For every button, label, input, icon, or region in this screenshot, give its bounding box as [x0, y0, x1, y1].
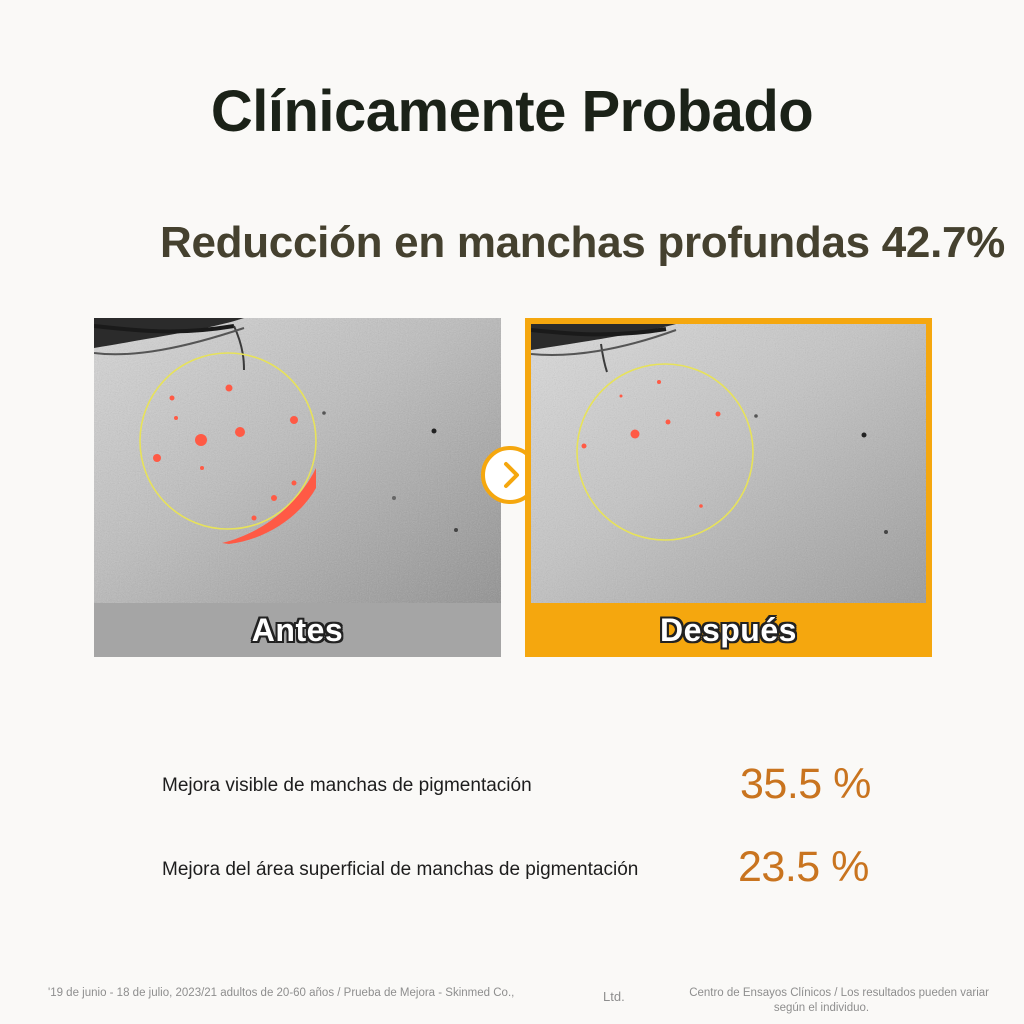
before-label: Antes — [251, 612, 344, 648]
footnote-disclaimer-line1: Centro de Ensayos Clínicos / Los resulta… — [689, 987, 989, 999]
footnote-disclaimer: Centro de Ensayos Clínicos / Los resulta… — [634, 986, 989, 1016]
footnote-ltd: Ltd. — [603, 989, 625, 1004]
headline: Reducción en manchas profundas 42.7% — [160, 218, 1005, 267]
after-label: Después — [660, 612, 797, 648]
after-skin-photo — [531, 324, 926, 603]
page-title: Clínicamente Probado — [210, 79, 814, 144]
chevron-right-icon — [504, 462, 519, 488]
stat-value-visible-improvement: 35.5 % — [740, 760, 871, 808]
after-panel: Después — [525, 318, 932, 657]
footnote-disclaimer-line2: según el individuo. — [773, 1002, 870, 1014]
stat-label-visible-improvement: Mejora visible de manchas de pigmentació… — [162, 775, 532, 796]
before-skin-photo — [94, 318, 501, 603]
after-spot-markers — [576, 363, 754, 541]
before-panel: Antes — [94, 318, 501, 657]
stat-label-surface-improvement: Mejora del área superficial de manchas d… — [162, 859, 639, 880]
footnote-study-details: '19 de junio - 18 de julio, 2023/21 adul… — [48, 987, 515, 999]
before-spot-markers — [139, 352, 317, 544]
stat-value-surface-improvement: 23.5 % — [738, 843, 869, 891]
